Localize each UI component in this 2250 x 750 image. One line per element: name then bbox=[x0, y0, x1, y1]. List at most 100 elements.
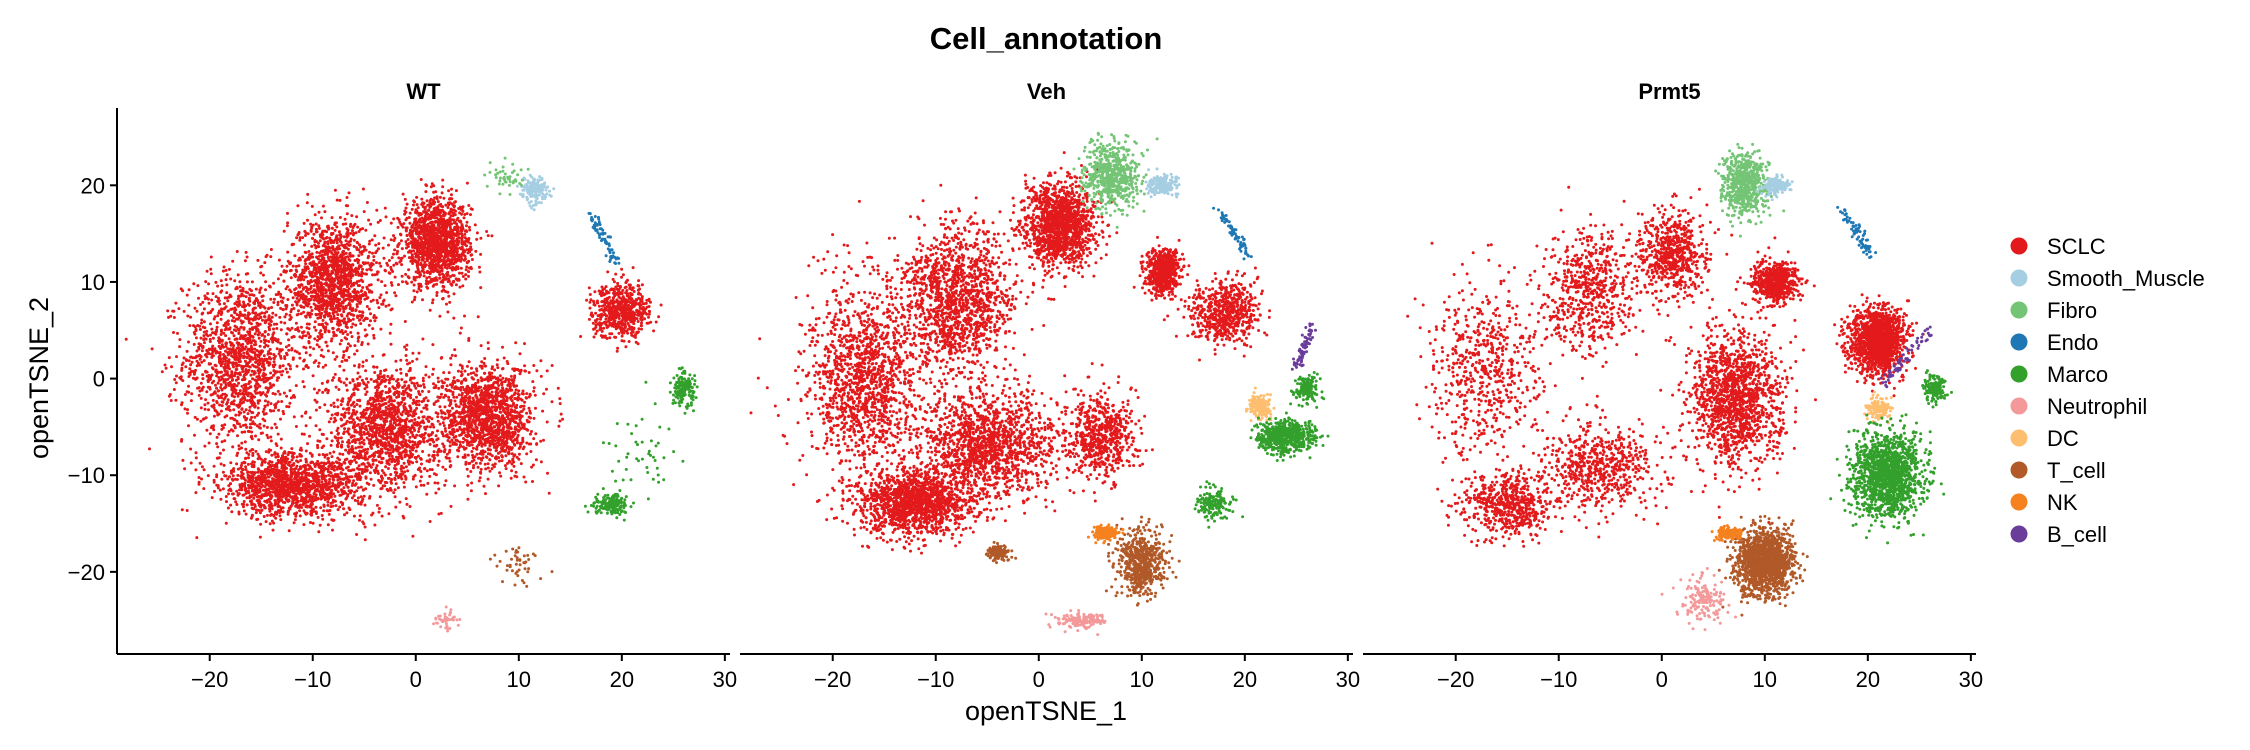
point bbox=[229, 374, 233, 378]
point bbox=[334, 385, 338, 389]
point bbox=[354, 308, 358, 312]
point bbox=[298, 238, 302, 242]
point bbox=[238, 400, 242, 404]
point bbox=[442, 247, 446, 251]
point bbox=[396, 225, 400, 229]
point bbox=[431, 214, 435, 217]
point bbox=[264, 376, 268, 380]
point bbox=[304, 334, 308, 338]
point bbox=[439, 238, 443, 242]
point bbox=[290, 308, 294, 311]
point bbox=[209, 255, 213, 259]
point bbox=[195, 349, 199, 353]
point bbox=[378, 495, 382, 499]
point bbox=[384, 385, 387, 388]
point bbox=[124, 337, 128, 341]
point bbox=[222, 366, 226, 369]
point bbox=[306, 442, 309, 446]
point bbox=[324, 340, 328, 344]
point bbox=[181, 458, 185, 462]
point bbox=[373, 319, 377, 323]
point bbox=[259, 315, 263, 319]
point bbox=[446, 249, 450, 253]
point bbox=[300, 414, 304, 418]
point bbox=[365, 377, 369, 381]
point bbox=[291, 296, 295, 300]
point bbox=[465, 265, 469, 269]
point bbox=[358, 404, 362, 408]
point bbox=[284, 270, 288, 274]
point bbox=[294, 264, 298, 268]
point bbox=[438, 314, 442, 318]
point bbox=[202, 334, 206, 338]
point bbox=[435, 294, 439, 297]
point bbox=[224, 268, 228, 272]
point bbox=[405, 216, 409, 220]
point bbox=[257, 438, 261, 442]
point bbox=[274, 313, 278, 317]
point bbox=[303, 243, 306, 247]
point bbox=[395, 368, 399, 372]
point bbox=[371, 251, 374, 255]
point bbox=[364, 334, 368, 338]
point bbox=[415, 406, 419, 410]
point bbox=[217, 296, 220, 300]
point bbox=[175, 374, 178, 378]
point bbox=[426, 231, 430, 235]
point bbox=[380, 280, 384, 284]
point bbox=[304, 303, 308, 307]
point bbox=[408, 221, 412, 225]
point bbox=[315, 230, 319, 234]
point bbox=[454, 283, 458, 287]
point bbox=[419, 229, 423, 233]
point bbox=[279, 437, 283, 441]
point bbox=[347, 191, 351, 195]
point bbox=[324, 278, 328, 282]
point bbox=[242, 365, 246, 368]
point bbox=[346, 403, 350, 407]
point bbox=[376, 423, 380, 427]
point bbox=[225, 402, 229, 406]
point bbox=[461, 205, 465, 209]
point bbox=[202, 320, 206, 324]
point bbox=[451, 262, 455, 266]
point bbox=[344, 288, 348, 292]
point bbox=[200, 312, 204, 316]
point bbox=[443, 405, 447, 409]
point bbox=[281, 369, 285, 373]
point bbox=[272, 369, 276, 373]
point bbox=[193, 415, 197, 419]
point bbox=[262, 368, 266, 372]
point bbox=[334, 270, 338, 274]
point bbox=[217, 355, 221, 359]
point bbox=[308, 311, 312, 315]
point bbox=[237, 328, 241, 332]
point bbox=[264, 280, 268, 284]
point bbox=[399, 367, 403, 371]
point bbox=[469, 207, 473, 211]
point bbox=[355, 248, 359, 252]
point bbox=[361, 280, 365, 283]
point bbox=[423, 431, 427, 435]
point bbox=[321, 267, 325, 271]
point bbox=[311, 223, 315, 227]
point bbox=[323, 210, 327, 214]
point bbox=[251, 401, 255, 405]
point bbox=[251, 334, 254, 338]
point bbox=[251, 307, 255, 311]
point bbox=[307, 340, 311, 343]
point bbox=[207, 301, 211, 305]
point bbox=[449, 247, 453, 251]
point bbox=[451, 255, 455, 259]
point bbox=[474, 249, 478, 253]
point bbox=[287, 348, 291, 352]
point bbox=[447, 212, 451, 216]
point bbox=[205, 370, 209, 374]
point bbox=[232, 328, 236, 332]
point bbox=[257, 301, 261, 305]
point bbox=[268, 382, 272, 385]
point bbox=[296, 278, 300, 282]
point bbox=[341, 250, 345, 254]
point bbox=[442, 196, 446, 200]
point bbox=[346, 234, 350, 237]
